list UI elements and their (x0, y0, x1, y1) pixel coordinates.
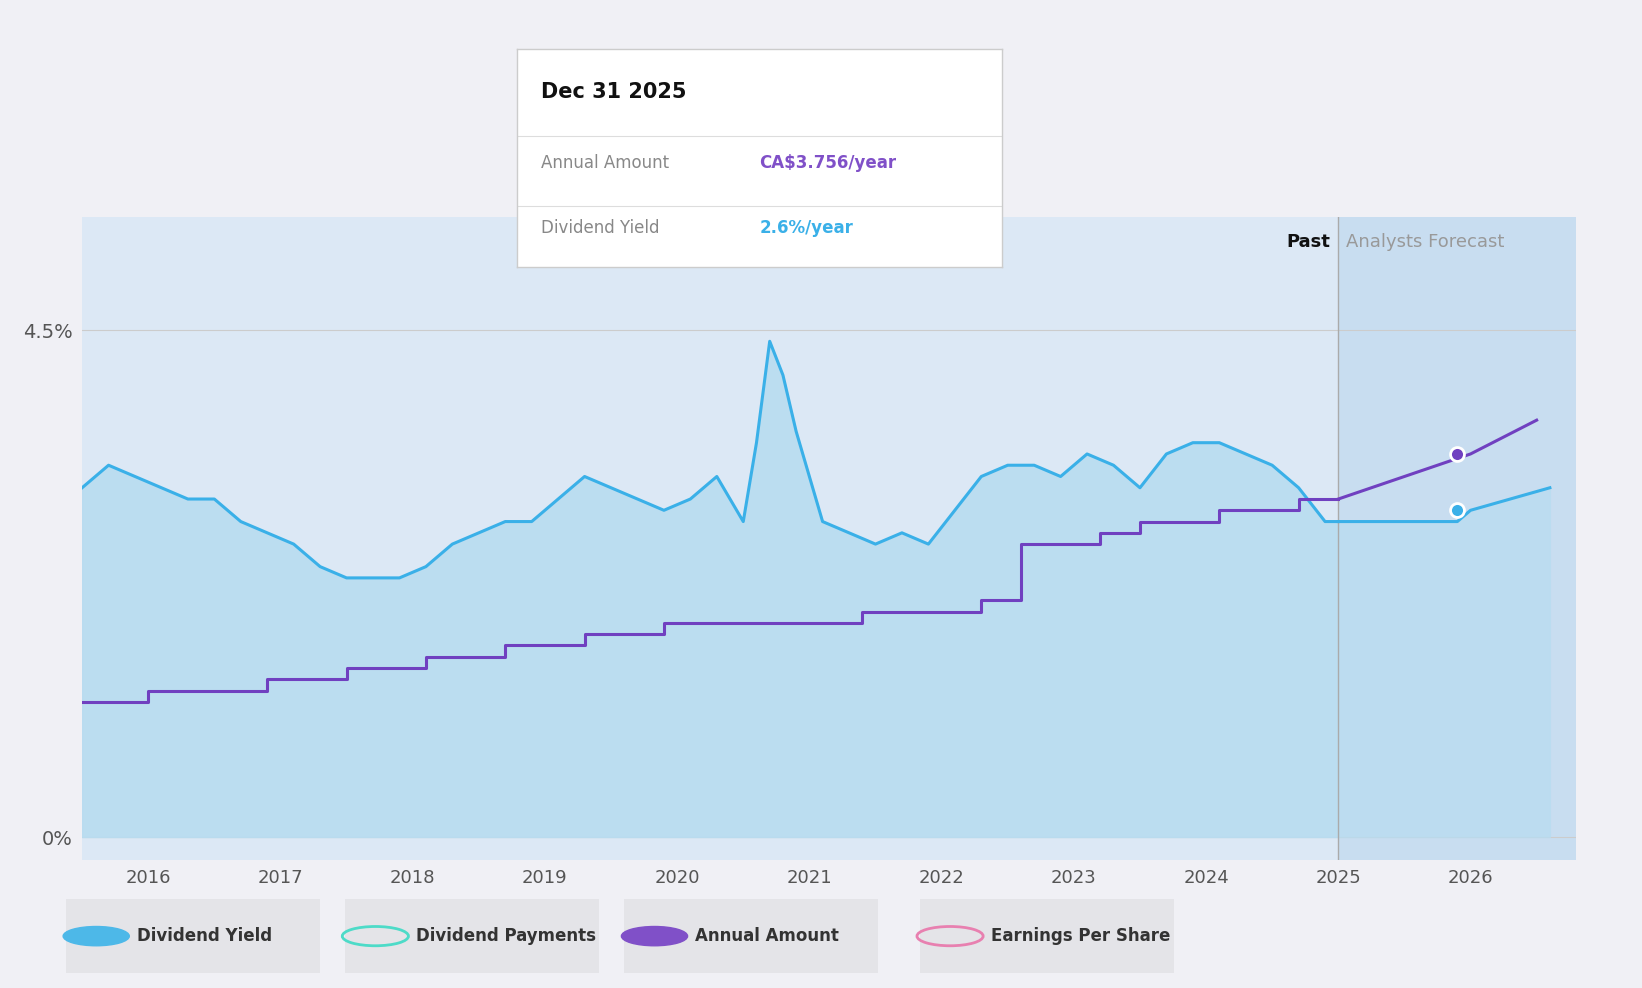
Text: Dividend Yield: Dividend Yield (542, 219, 660, 237)
Text: Dividend Payments: Dividend Payments (415, 927, 596, 946)
Text: Annual Amount: Annual Amount (695, 927, 839, 946)
Text: Annual Amount: Annual Amount (542, 154, 670, 172)
Circle shape (62, 927, 130, 946)
Bar (1338, 217, 1576, 860)
Text: 2.6%/year: 2.6%/year (760, 219, 854, 237)
Text: CA$3.756/year: CA$3.756/year (760, 154, 897, 172)
Text: Dividend Yield: Dividend Yield (136, 927, 273, 946)
Text: Dec 31 2025: Dec 31 2025 (542, 82, 686, 102)
Text: Past: Past (1286, 233, 1330, 251)
Circle shape (621, 927, 688, 946)
Text: Analysts Forecast: Analysts Forecast (1346, 233, 1504, 251)
Text: Earnings Per Share: Earnings Per Share (990, 927, 1171, 946)
